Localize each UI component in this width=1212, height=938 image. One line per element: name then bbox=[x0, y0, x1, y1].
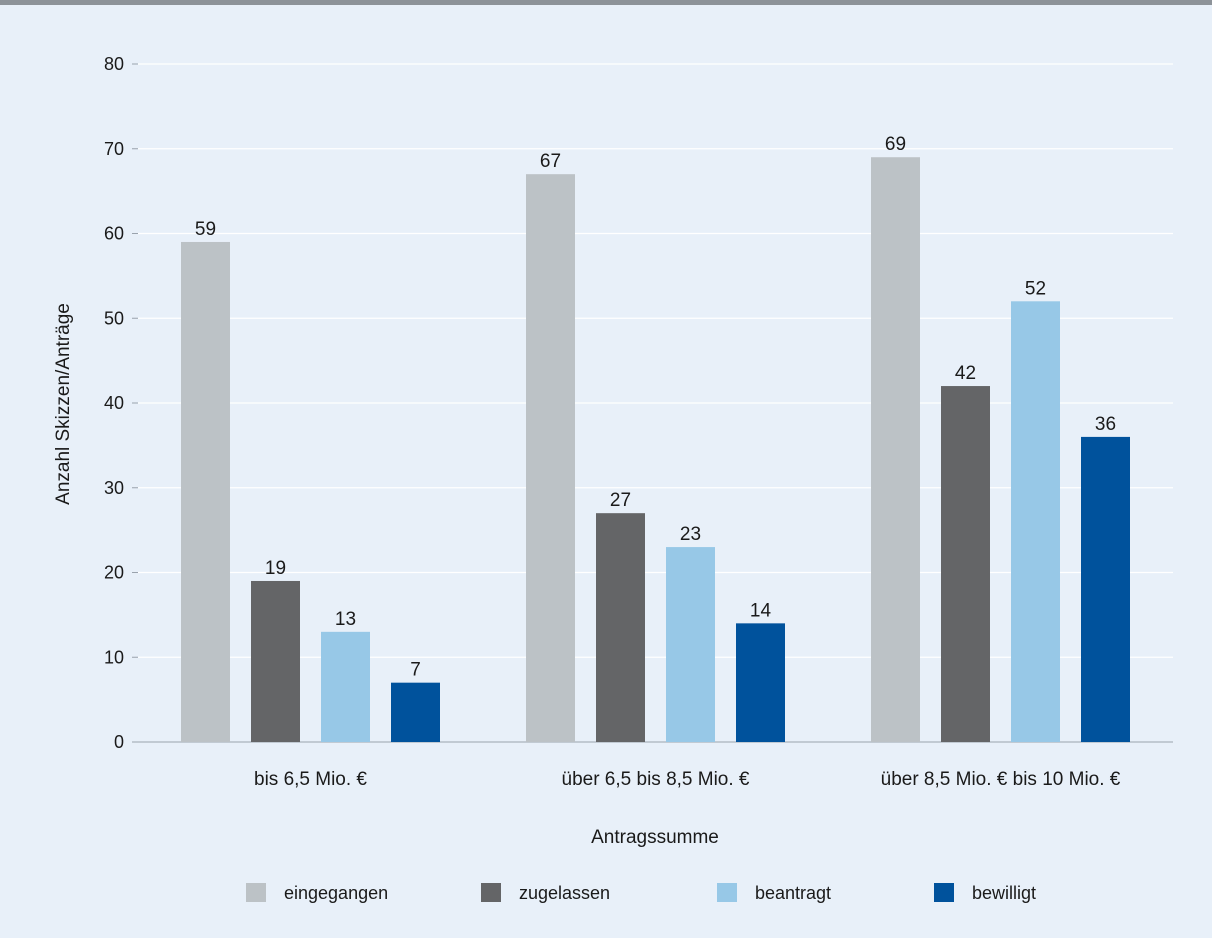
y-tick-label: 60 bbox=[104, 224, 124, 244]
y-tick-label: 20 bbox=[104, 563, 124, 583]
legend-swatch bbox=[481, 883, 501, 902]
x-axis-categories: bis 6,5 Mio. € über 6,5 bis 8,5 Mio. € übe… bbox=[254, 769, 1121, 790]
y-axis-title: Anzahl Skizzen/Anträge bbox=[53, 303, 74, 505]
legend-label: zugelassen bbox=[519, 883, 610, 903]
y-tick-label: 70 bbox=[104, 139, 124, 159]
data-label: 14 bbox=[750, 600, 772, 621]
data-label: 42 bbox=[955, 363, 976, 384]
data-label: 67 bbox=[540, 151, 561, 172]
y-tick-label: 30 bbox=[104, 478, 124, 498]
bar bbox=[321, 631, 370, 742]
bar bbox=[1011, 301, 1060, 742]
data-label: 19 bbox=[265, 558, 286, 579]
x-category-label: bis 6,5 Mio. € bbox=[254, 769, 367, 790]
y-axis: 0 10 20 30 40 50 60 70 80 bbox=[104, 54, 138, 752]
bar bbox=[391, 682, 440, 742]
bar bbox=[666, 547, 715, 742]
y-tick-label: 50 bbox=[104, 308, 124, 328]
bar bbox=[181, 241, 230, 742]
x-category-label: über 6,5 bis 8,5 Mio. € bbox=[562, 769, 750, 790]
x-axis-title: Antragssumme bbox=[591, 827, 719, 848]
bar bbox=[941, 386, 990, 742]
bar bbox=[736, 623, 785, 742]
legend: eingegangen zugelassen beantragt bewilligt bbox=[246, 883, 1036, 903]
data-label: 13 bbox=[335, 609, 356, 630]
bar bbox=[1081, 436, 1130, 742]
data-label: 36 bbox=[1095, 414, 1116, 435]
legend-label: bewilligt bbox=[972, 883, 1036, 903]
data-label: 23 bbox=[680, 524, 701, 545]
y-tick-label: 40 bbox=[104, 393, 124, 413]
data-label: 27 bbox=[610, 490, 631, 511]
y-tick-label: 80 bbox=[104, 54, 124, 74]
legend-label: beantragt bbox=[755, 883, 831, 903]
x-category-label: über 8,5 Mio. € bis 10 Mio. € bbox=[881, 769, 1121, 790]
legend-label: eingegangen bbox=[284, 883, 388, 903]
bar bbox=[871, 157, 920, 743]
top-rule bbox=[0, 0, 1212, 5]
legend-swatch bbox=[246, 883, 266, 902]
y-tick-label: 10 bbox=[104, 647, 124, 667]
gridlines bbox=[138, 63, 1173, 658]
data-label: 7 bbox=[410, 660, 421, 681]
y-tick-label: 0 bbox=[114, 732, 124, 752]
data-label: 69 bbox=[885, 134, 906, 155]
data-label: 52 bbox=[1025, 278, 1046, 299]
bar bbox=[596, 513, 645, 742]
legend-swatch bbox=[717, 883, 737, 902]
bars: 59 19 13 7 67 27 23 14 69 42 52 36 bbox=[181, 134, 1130, 743]
legend-swatch bbox=[934, 883, 954, 902]
bar bbox=[251, 580, 300, 742]
bar bbox=[526, 174, 575, 743]
data-label: 59 bbox=[195, 219, 216, 240]
